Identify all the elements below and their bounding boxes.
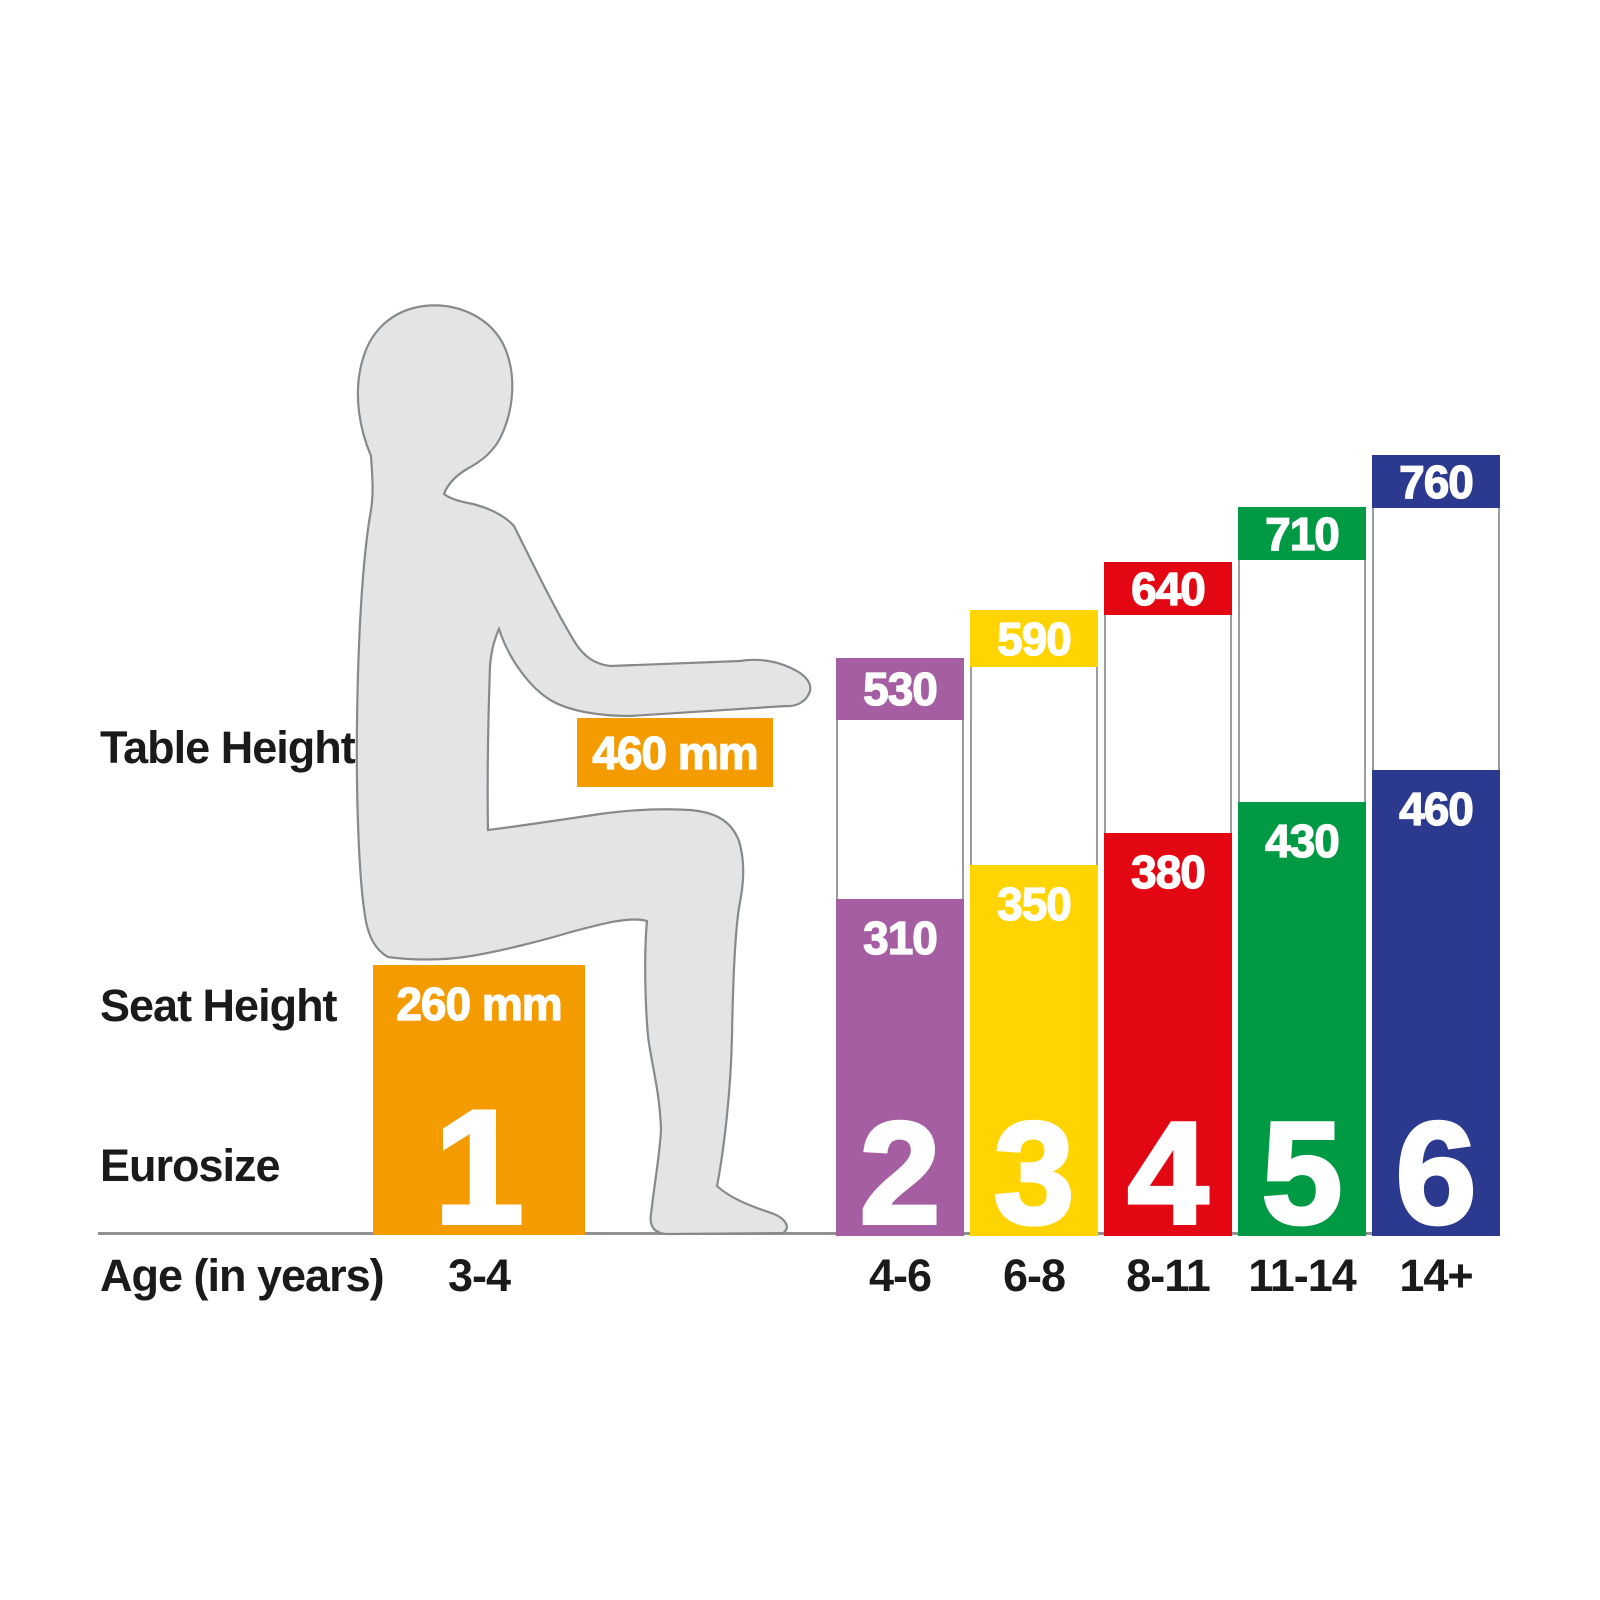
height-gap <box>836 720 964 899</box>
eurosize-number: 3 <box>992 1092 1077 1254</box>
age-range-label: 14+ <box>1399 1250 1473 1301</box>
seat-height-value: 460 <box>1398 782 1474 835</box>
height-gap <box>1104 615 1232 833</box>
seat-height-value: 310 <box>862 911 938 964</box>
seat-height-block: 460 6 <box>1372 770 1500 1248</box>
size1-seat-block: 260 mm 1 <box>373 965 585 1251</box>
seated-person-silhouette-path <box>355 304 812 1236</box>
row-label-eurosize: Eurosize <box>100 1140 281 1191</box>
table-height-value: 640 <box>1130 562 1206 615</box>
age-range-label: 3-4 <box>447 1250 511 1301</box>
table-height-cap: 760 <box>1372 455 1500 508</box>
age-range-label: 11-14 <box>1248 1250 1357 1301</box>
height-gap <box>970 667 1098 865</box>
baseline-axis <box>98 1232 1497 1235</box>
table-height-value: 530 <box>862 662 938 715</box>
age-range-label: 8-11 <box>1126 1250 1211 1301</box>
seat-height-block: 350 3 <box>970 865 1098 1248</box>
table-height-cap: 530 <box>836 658 964 720</box>
seat-height-value: 350 <box>996 877 1072 930</box>
table-height-cap: 710 <box>1238 507 1366 560</box>
row-label-table-height: Table Height <box>100 722 356 773</box>
size1-table-height-value: 460 mm <box>592 726 760 779</box>
age-range-label: 4-6 <box>868 1250 932 1301</box>
seated-person-silhouette <box>355 304 812 1236</box>
size1-table-height-label: 460 mm <box>577 718 773 787</box>
table-height-value: 760 <box>1398 455 1474 508</box>
age-range-label: 6-8 <box>1002 1250 1066 1301</box>
eurosize-bar-2: 530 310 2 <box>836 658 964 1248</box>
height-gap <box>1238 560 1366 802</box>
table-height-cap: 640 <box>1104 562 1232 615</box>
seat-height-value: 430 <box>1264 814 1340 867</box>
eurosize-number: 4 <box>1126 1092 1211 1254</box>
seat-height-block: 430 5 <box>1238 802 1366 1248</box>
seat-height-block: 310 2 <box>836 899 964 1248</box>
seat-height-block: 380 4 <box>1104 833 1232 1248</box>
eurosize-number: 5 <box>1260 1092 1345 1254</box>
eurosize-bar-3: 590 350 3 <box>970 610 1098 1248</box>
eurosize-bar-6: 760 460 6 <box>1372 455 1500 1248</box>
table-height-cap: 590 <box>970 610 1098 667</box>
size1-eurosize-number: 1 <box>432 1077 526 1258</box>
table-height-value: 590 <box>996 612 1072 665</box>
height-gap <box>1372 508 1500 770</box>
eurosize-bar-5: 710 430 5 <box>1238 507 1366 1248</box>
eurosize-bar-4: 640 380 4 <box>1104 562 1232 1248</box>
seat-height-value: 380 <box>1130 845 1206 898</box>
eurosize-number: 6 <box>1394 1092 1479 1254</box>
size1-seat-height-value: 260 mm <box>396 977 564 1030</box>
row-label-age: Age (in years) <box>100 1250 385 1301</box>
table-height-value: 710 <box>1264 507 1340 560</box>
eurosize-number: 2 <box>858 1092 943 1254</box>
row-label-seat-height: Seat Height <box>100 980 338 1031</box>
